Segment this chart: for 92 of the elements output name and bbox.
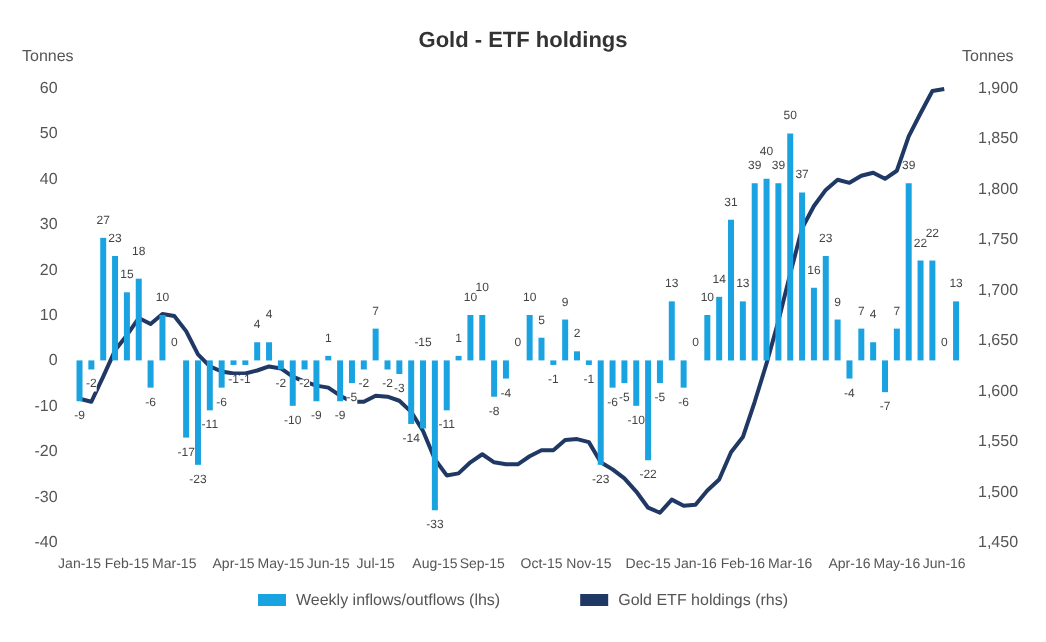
bar: [420, 360, 427, 429]
bar: [112, 255, 119, 361]
y-tick-label: 30: [39, 215, 59, 234]
bar: [431, 360, 438, 511]
bar: [183, 360, 190, 438]
bar: [384, 360, 391, 370]
y-tick-label: 0: [48, 351, 59, 370]
bar: [301, 360, 308, 370]
y-axis-title: Tonnes: [22, 47, 74, 65]
bar: [787, 133, 794, 361]
bar: [609, 360, 616, 388]
bar: [526, 315, 533, 361]
y2-tick-label: 1,800: [978, 179, 1020, 198]
bar: [123, 292, 130, 361]
bar: [100, 237, 107, 361]
bar: [882, 360, 888, 393]
bar: [775, 183, 782, 361]
y-tick-label: -40: [34, 533, 59, 551]
bar: [538, 337, 545, 361]
y2-tick-label: 1,900: [978, 79, 1020, 97]
bar: [597, 360, 604, 465]
y-tick-label: -30: [34, 487, 59, 506]
bar: [645, 360, 652, 461]
bar: [668, 301, 675, 361]
bar: [810, 287, 817, 361]
bar: [905, 183, 912, 361]
y2-tick-label: 1,550: [978, 432, 1020, 451]
y2-tick-label: 1,450: [978, 533, 1020, 551]
bar: [135, 278, 142, 361]
bar: [396, 360, 403, 375]
bar: [822, 255, 829, 361]
bar: [479, 315, 486, 361]
bar: [408, 360, 415, 424]
bar: [502, 360, 509, 379]
bar: [763, 178, 770, 361]
bar: [728, 219, 735, 361]
bar: [751, 183, 758, 361]
y2-tick-label: 1,600: [978, 381, 1020, 400]
bar: [834, 319, 841, 361]
y-tick-label: -20: [34, 442, 59, 461]
y-tick-label: 40: [39, 169, 59, 188]
bar: [491, 360, 498, 397]
y2-tick-label: 1,750: [978, 230, 1020, 249]
chart-title: Gold - ETF holdings: [418, 29, 628, 53]
y2-axis-title: Tonnes: [962, 47, 1014, 65]
bar: [443, 360, 450, 411]
bar: [739, 301, 746, 361]
bar: [313, 360, 320, 402]
bar: [846, 360, 853, 379]
bar: [858, 328, 865, 361]
bar: [88, 360, 95, 370]
y2-tick-label: 1,500: [978, 482, 1020, 501]
bar: [870, 342, 877, 361]
bar: [633, 360, 640, 406]
bar: [467, 315, 474, 361]
bar: [562, 319, 569, 361]
bar: [656, 360, 663, 384]
bar: [621, 360, 628, 384]
bar: [159, 315, 166, 361]
bar: [206, 360, 213, 411]
bar: [680, 360, 687, 388]
y-tick-label: 20: [39, 260, 59, 279]
y2-tick-label: 1,700: [978, 280, 1020, 299]
bar: [799, 192, 806, 361]
bar: [76, 360, 83, 402]
bar: [337, 360, 344, 402]
y2-tick-label: 1,850: [978, 129, 1020, 148]
bar: [929, 260, 936, 361]
bar: [289, 360, 296, 406]
line-series: [77, 87, 947, 515]
y-tick-label: 60: [39, 79, 59, 97]
bar: [372, 328, 379, 361]
bar: [360, 360, 367, 370]
bar: [218, 360, 225, 388]
bar: [277, 360, 284, 370]
y2-tick-label: 1,650: [978, 331, 1020, 350]
bar: [194, 360, 201, 465]
bar: [574, 351, 581, 361]
bar: [917, 260, 924, 361]
bar: [266, 342, 273, 361]
bar: [254, 342, 261, 361]
y-tick-label: 10: [39, 306, 59, 324]
legend-label: Gold ETF holdings (rhs): [618, 591, 789, 609]
y-tick-label: -10: [34, 396, 59, 415]
bar: [953, 301, 960, 361]
legend-label: Weekly inflows/outflows (lhs): [295, 591, 501, 609]
y-tick-label: 50: [39, 124, 59, 143]
bar: [147, 360, 154, 388]
bar: [893, 328, 900, 361]
bar: [704, 315, 711, 361]
bar: [348, 360, 355, 384]
bar: [716, 296, 723, 361]
